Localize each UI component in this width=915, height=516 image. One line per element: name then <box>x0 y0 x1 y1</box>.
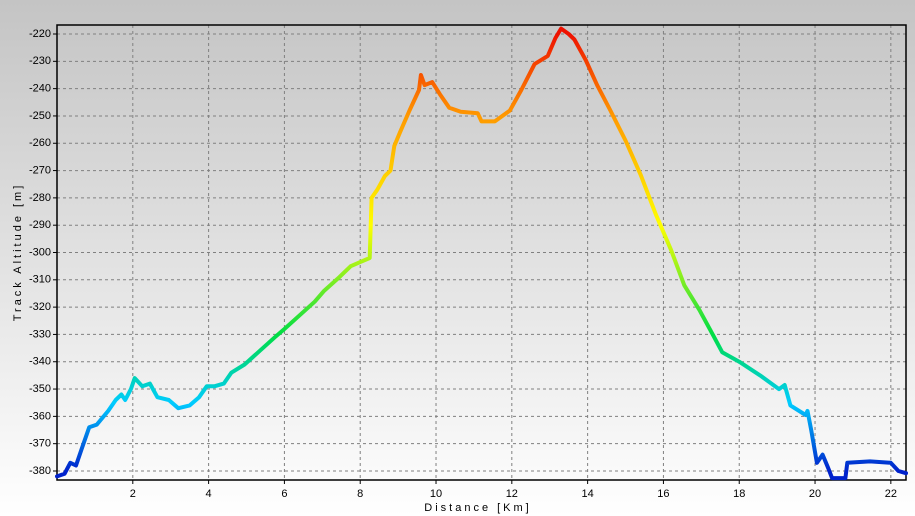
x-axis-title: Distance [Km] <box>424 502 531 514</box>
x-tick-label: 16 <box>657 488 669 500</box>
y-tick-label: -360 <box>29 410 51 422</box>
x-tick-label: 12 <box>506 488 518 500</box>
altitude-line <box>55 26 908 481</box>
y-tick-label: -290 <box>29 219 51 231</box>
y-tick-label: -250 <box>29 110 51 122</box>
x-tick-label: 20 <box>809 488 821 500</box>
y-tick-label: -240 <box>29 83 51 95</box>
y-tick-label: -260 <box>29 137 51 149</box>
y-tick-label: -310 <box>29 274 51 286</box>
y-tick-label: -380 <box>29 465 51 477</box>
plot-frame <box>56 24 907 481</box>
x-tick-label: 4 <box>206 488 212 500</box>
y-tick-label: -300 <box>29 246 51 258</box>
y-tick-label: -280 <box>29 192 51 204</box>
y-tick-label: -270 <box>29 164 51 176</box>
x-tick-label: 10 <box>430 488 442 500</box>
y-tick-label: -320 <box>29 301 51 313</box>
y-tick-label: -370 <box>29 438 51 450</box>
x-tick-label: 18 <box>733 488 745 500</box>
x-tick-label: 22 <box>885 488 897 500</box>
y-tick-label: -220 <box>29 28 51 40</box>
x-tick-label: 8 <box>357 488 363 500</box>
x-tick-label: 6 <box>281 488 287 500</box>
y-tick-label: -330 <box>29 328 51 340</box>
y-tick-label: -230 <box>29 55 51 67</box>
y-tick-label: -350 <box>29 383 51 395</box>
y-tick-label: -340 <box>29 356 51 368</box>
x-tick-label: 14 <box>582 488 594 500</box>
x-tick-label: 2 <box>130 488 136 500</box>
y-axis-title: Track Altitude [m] <box>12 183 24 322</box>
